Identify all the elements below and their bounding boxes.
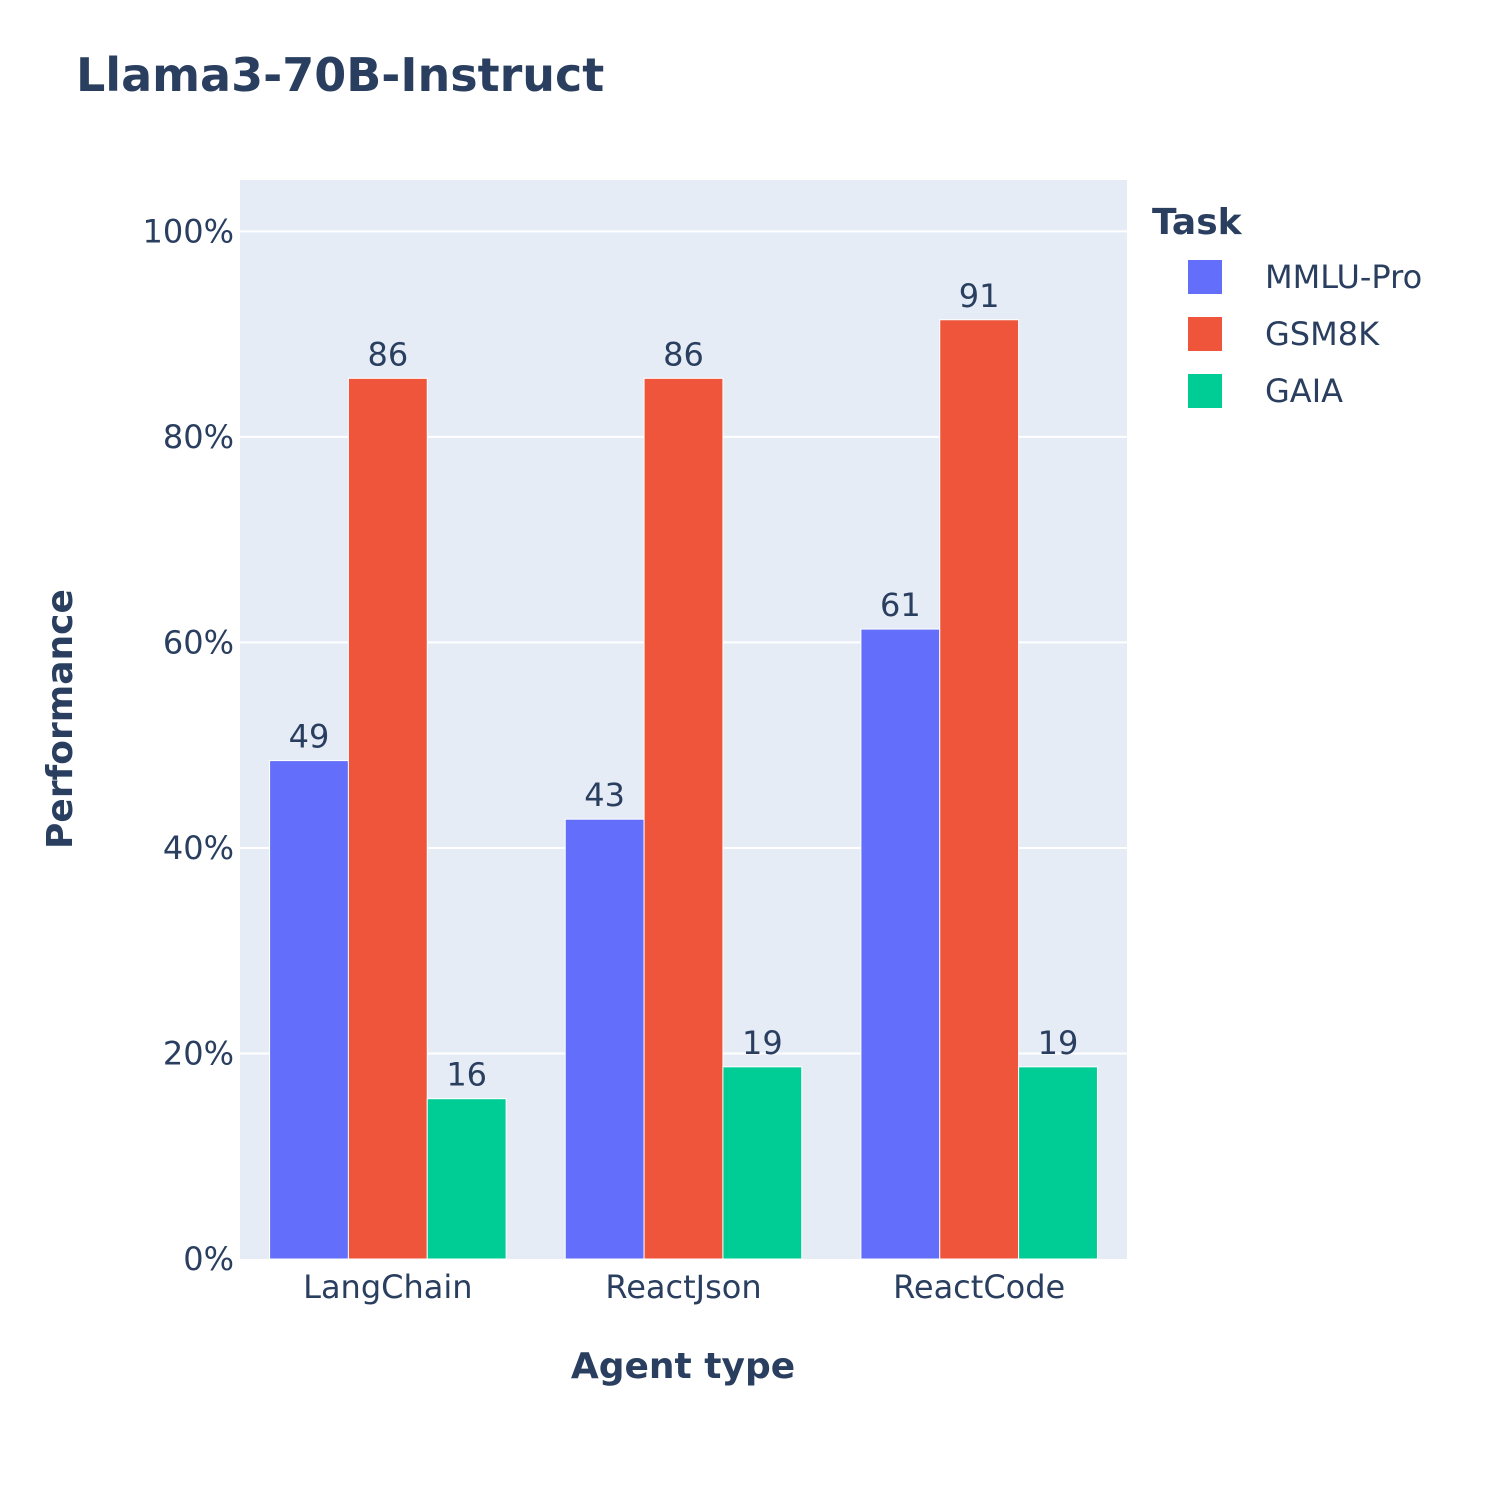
y-axis-title: Performance xyxy=(40,589,81,849)
data-label: 16 xyxy=(446,1056,487,1094)
data-label: 19 xyxy=(1038,1024,1079,1062)
bar-gsm8k-reactcode xyxy=(939,319,1020,1260)
legend-title: Task xyxy=(1152,202,1243,243)
y-tick-label: 60% xyxy=(163,623,234,661)
bar-gaia-reactjson xyxy=(722,1066,803,1260)
y-tick-label: 40% xyxy=(163,829,234,867)
x-tick-label: LangChain xyxy=(303,1268,472,1306)
data-label: 19 xyxy=(742,1024,783,1062)
y-tick-label: 20% xyxy=(163,1034,234,1072)
legend-item-label: MMLU-Pro xyxy=(1265,258,1422,296)
x-axis-title: Agent type xyxy=(571,1346,795,1387)
data-label: 86 xyxy=(663,335,704,373)
chart-title: Llama3-70B-Instruct xyxy=(76,48,604,102)
legend-swatch xyxy=(1188,374,1222,408)
x-tick-label: ReactJson xyxy=(605,1268,761,1306)
data-label: 86 xyxy=(367,335,408,373)
bar-gsm8k-langchain xyxy=(347,377,428,1260)
y-axis-ticks: 0% 20% 40% 60% 80% 100% xyxy=(143,212,234,1278)
bar-mmlu-pro-langchain xyxy=(269,760,349,1260)
x-tick-label: ReactCode xyxy=(893,1268,1065,1306)
legend-item-label: GSM8K xyxy=(1265,315,1380,353)
y-tick-label: 80% xyxy=(163,418,234,456)
bar-gaia-reactcode xyxy=(1018,1066,1098,1260)
legend-item-label: GAIA xyxy=(1265,372,1343,410)
bars xyxy=(269,319,1098,1260)
data-label: 91 xyxy=(959,277,1000,315)
data-label: 43 xyxy=(584,776,625,814)
bar-mmlu-pro-reactcode xyxy=(860,628,941,1260)
y-tick-label: 0% xyxy=(183,1240,234,1278)
bar-gsm8k-reactjson xyxy=(643,377,724,1260)
data-label: 61 xyxy=(880,586,921,624)
data-label: 49 xyxy=(289,718,330,756)
bar-mmlu-pro-reactjson xyxy=(564,818,645,1260)
legend-swatch xyxy=(1188,317,1222,351)
legend-swatch xyxy=(1188,260,1222,294)
bar-gaia-langchain xyxy=(426,1098,507,1260)
y-tick-label: 100% xyxy=(143,212,234,250)
x-axis-ticks: LangChain ReactJson ReactCode xyxy=(303,1268,1065,1306)
data-labels: 49 86 16 43 86 19 61 91 19 xyxy=(289,277,1079,1094)
legend: Task MMLU-Pro GSM8K GAIA xyxy=(1152,202,1422,410)
